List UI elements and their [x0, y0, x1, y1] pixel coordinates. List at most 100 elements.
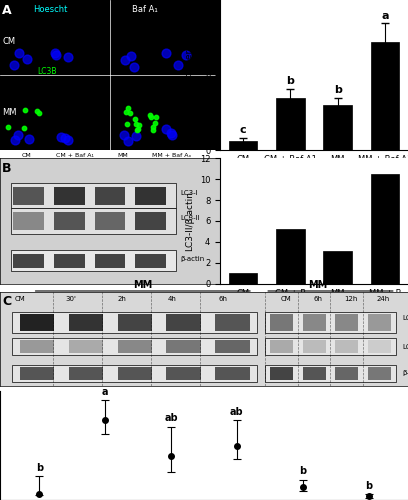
Point — [132, 115, 139, 123]
Bar — [276, 98, 304, 150]
Bar — [303, 366, 326, 380]
Text: CM: CM — [22, 153, 31, 158]
Point — [52, 49, 59, 57]
Text: b: b — [36, 463, 43, 473]
Bar — [228, 274, 257, 284]
Text: 24h: 24h — [377, 296, 390, 302]
Bar — [54, 212, 85, 230]
Text: a: a — [102, 387, 109, 397]
Point — [136, 122, 142, 130]
Text: b: b — [286, 76, 294, 86]
Point — [163, 50, 170, 58]
Text: 4h: 4h — [168, 296, 177, 302]
Bar — [69, 366, 103, 380]
Point — [58, 133, 65, 141]
Bar — [215, 366, 250, 380]
Bar — [166, 314, 201, 330]
Bar — [118, 314, 152, 330]
Point — [122, 56, 129, 64]
Bar — [135, 212, 166, 230]
Point — [65, 53, 71, 61]
Bar — [13, 212, 44, 230]
Text: MM: MM — [118, 153, 129, 158]
Bar — [270, 340, 293, 353]
Bar — [371, 174, 399, 284]
Text: LC3-II: LC3-II — [180, 216, 200, 222]
Bar — [265, 338, 396, 355]
Point — [149, 126, 156, 134]
Point — [131, 63, 137, 71]
Text: ab: ab — [230, 407, 244, 417]
Text: CM + Baf A₁: CM + Baf A₁ — [56, 153, 94, 158]
Point — [133, 132, 139, 140]
Bar — [12, 312, 257, 332]
Point — [124, 137, 131, 145]
Bar — [54, 187, 85, 204]
Point — [133, 120, 140, 128]
Bar — [13, 254, 44, 268]
Text: CM: CM — [280, 296, 291, 302]
Bar — [335, 340, 358, 353]
Point — [148, 112, 154, 120]
Text: b: b — [299, 466, 306, 476]
Point — [125, 104, 131, 112]
Point — [26, 136, 33, 143]
Bar — [324, 252, 352, 284]
Point — [35, 110, 42, 118]
Text: 6h: 6h — [314, 296, 323, 302]
Point — [53, 50, 60, 58]
Point — [12, 136, 18, 143]
Text: LC3-I: LC3-I — [180, 190, 198, 196]
Point — [147, 110, 153, 118]
Point — [65, 136, 72, 144]
Text: CM: CM — [2, 38, 16, 46]
Bar — [270, 366, 293, 380]
Bar — [371, 42, 399, 150]
Point — [162, 125, 169, 133]
Text: β-actin: β-actin — [402, 370, 408, 376]
Text: A: A — [2, 4, 12, 18]
Text: LC3-I: LC3-I — [402, 316, 408, 322]
Point — [4, 124, 11, 132]
Text: MM + Baf Aₓ: MM + Baf Aₓ — [152, 153, 191, 158]
Bar — [118, 366, 152, 380]
Bar — [368, 314, 391, 330]
Bar — [11, 183, 176, 208]
Bar — [215, 314, 250, 330]
Bar — [20, 340, 54, 353]
Bar — [54, 254, 85, 268]
Text: LC3-II: LC3-II — [402, 344, 408, 349]
Bar — [20, 366, 54, 380]
Bar — [69, 314, 103, 330]
Point — [24, 54, 30, 62]
Bar — [166, 340, 201, 353]
Point — [149, 123, 156, 131]
Bar — [303, 340, 326, 353]
Bar — [228, 140, 257, 150]
Point — [175, 61, 182, 69]
Point — [124, 120, 130, 128]
Text: b: b — [334, 84, 341, 94]
Text: b: b — [365, 481, 372, 491]
Bar — [20, 314, 54, 330]
Text: c: c — [239, 125, 246, 135]
Point — [22, 106, 29, 114]
Text: LC3B: LC3B — [38, 68, 57, 76]
Bar — [166, 366, 201, 380]
Point — [183, 52, 189, 60]
Text: ab: ab — [164, 413, 178, 423]
Point — [34, 106, 41, 114]
Point — [11, 61, 18, 69]
Text: CM: CM — [15, 296, 26, 302]
Bar — [276, 230, 304, 284]
Bar — [118, 340, 152, 353]
Point — [153, 113, 159, 121]
Text: 2h: 2h — [117, 296, 126, 302]
Bar — [335, 314, 358, 330]
Point — [134, 126, 140, 134]
Point — [127, 108, 134, 116]
Text: 30': 30' — [66, 296, 76, 302]
Text: MM: MM — [133, 280, 153, 290]
Point — [151, 120, 158, 128]
Point — [128, 52, 134, 60]
